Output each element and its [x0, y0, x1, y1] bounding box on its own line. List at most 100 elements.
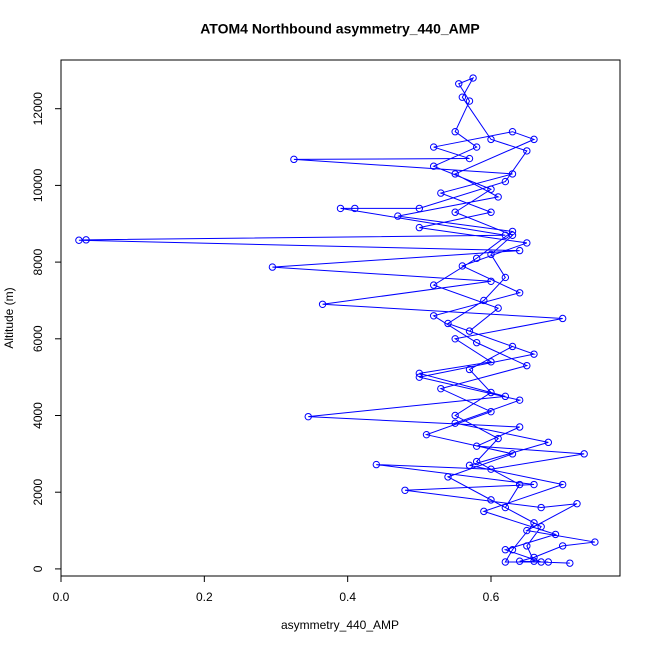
data-point — [515, 289, 524, 297]
data-point — [82, 236, 90, 244]
data-point — [451, 419, 459, 427]
data-point — [444, 473, 452, 481]
data-point — [537, 503, 545, 512]
data-point — [75, 236, 83, 244]
data-point — [422, 430, 431, 439]
data-point — [494, 434, 502, 443]
data-point — [530, 135, 538, 144]
data-point — [472, 457, 481, 466]
chart-title: ATOM4 Northbound asymmetry_440_AMP — [200, 21, 480, 37]
data-point — [501, 392, 510, 401]
data-point — [472, 442, 481, 450]
data-point — [494, 193, 502, 201]
data-point — [444, 319, 452, 328]
data-point — [437, 189, 445, 197]
data-point — [487, 496, 495, 504]
data-point — [544, 558, 553, 566]
data-point — [487, 185, 495, 193]
data-point — [515, 396, 524, 404]
data-point — [480, 507, 488, 516]
data-point — [469, 74, 477, 82]
data-point — [508, 546, 517, 554]
data-point — [290, 155, 298, 164]
data-point — [487, 277, 495, 285]
y-tick-label: 4000 — [31, 402, 45, 429]
data-point — [558, 314, 567, 323]
data-point — [451, 128, 459, 136]
data-point — [537, 523, 545, 531]
data-point — [451, 411, 459, 420]
data-point — [336, 204, 345, 213]
data-point — [530, 350, 538, 358]
data-point — [537, 558, 545, 566]
data-point — [487, 208, 495, 216]
data-point — [530, 480, 538, 489]
data-point — [472, 338, 481, 347]
data-point — [515, 480, 524, 489]
data-point — [472, 254, 481, 262]
data-point — [487, 465, 495, 473]
y-tick-label: 12000 — [31, 92, 45, 126]
data-point — [558, 542, 567, 550]
data-point — [515, 557, 524, 565]
y-axis-label: Altitude (m) — [2, 287, 16, 348]
data-point — [451, 170, 459, 178]
data-point — [458, 262, 467, 270]
data-point — [544, 438, 553, 447]
data-point — [268, 263, 277, 271]
data-point — [551, 530, 560, 539]
data-point — [429, 281, 438, 289]
plot-frame — [60, 59, 621, 577]
data-point — [530, 553, 538, 562]
data-point — [508, 231, 517, 239]
data-point — [415, 204, 424, 213]
data-point — [429, 312, 438, 320]
data-point — [472, 143, 481, 151]
data-point — [501, 503, 510, 512]
y-tick-label: 2000 — [31, 479, 45, 506]
x-axis-label: asymmetry_440_AMP — [281, 618, 399, 632]
data-point — [523, 361, 531, 370]
data-point — [508, 342, 517, 351]
data-point — [415, 369, 424, 378]
data-line — [78, 77, 596, 564]
data-point — [508, 450, 517, 458]
data-point — [591, 538, 599, 546]
data-point — [523, 526, 531, 535]
data-point — [465, 154, 474, 163]
data-point — [351, 204, 359, 213]
data-point — [530, 557, 538, 565]
data-point — [487, 358, 495, 366]
data-point — [372, 460, 381, 469]
y-tick-label: 0 — [31, 565, 45, 572]
data-point — [487, 407, 495, 416]
data-point — [501, 546, 510, 554]
data-point — [494, 304, 502, 312]
data-point — [451, 335, 459, 343]
data-point — [523, 239, 531, 247]
data-point — [487, 388, 495, 397]
data-point — [429, 143, 438, 151]
data-point — [318, 300, 327, 308]
data-point — [465, 461, 474, 470]
data-point — [487, 250, 495, 259]
data-point — [523, 542, 531, 550]
data-point — [451, 208, 459, 216]
data-point — [394, 212, 402, 220]
data-point — [501, 177, 510, 186]
x-tick-label: 0.4 — [339, 590, 356, 604]
data-point — [465, 327, 474, 335]
data-point — [465, 97, 474, 105]
y-tick-label: 10000 — [31, 168, 45, 202]
data-point — [573, 500, 581, 508]
data-point — [487, 135, 495, 144]
y-tick-label: 8000 — [31, 248, 45, 275]
data-point — [580, 450, 588, 458]
data-point — [501, 231, 510, 239]
data-point — [455, 80, 463, 88]
data-point — [437, 384, 445, 393]
data-point — [458, 93, 467, 101]
data-point — [401, 486, 409, 494]
data-point — [415, 223, 424, 232]
